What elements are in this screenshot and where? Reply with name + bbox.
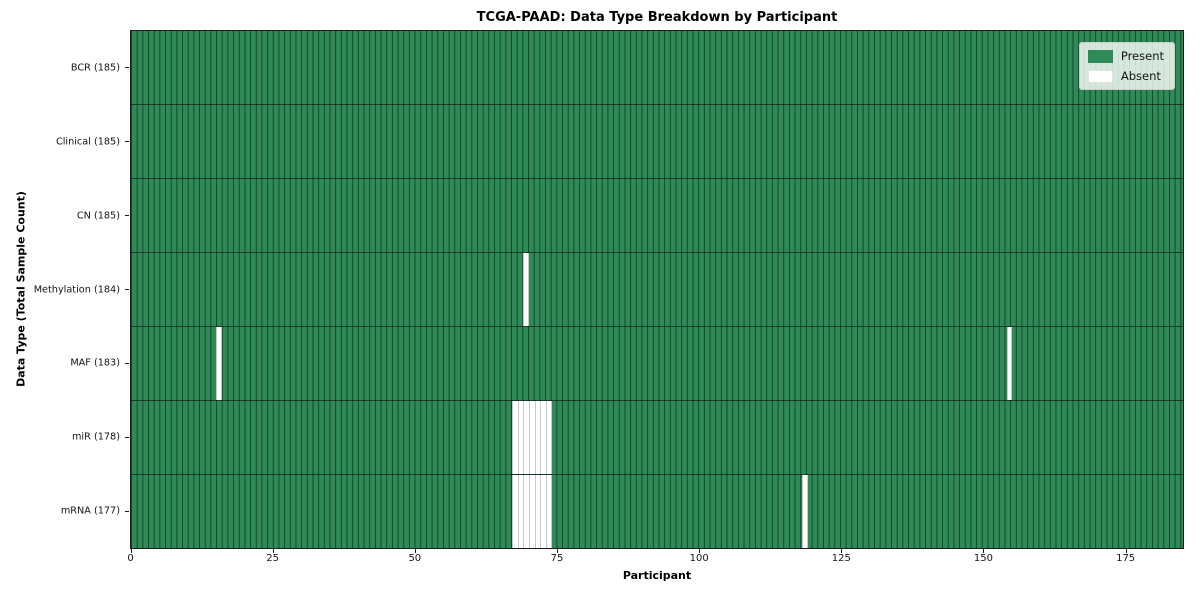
absent-cell-mrna-69 <box>523 475 530 548</box>
absent-cell-methylation-69 <box>523 253 530 326</box>
matrix-row-mrna <box>131 474 1183 548</box>
y-tick-label-cn: CN (185) <box>76 210 120 222</box>
x-tick-mark <box>841 549 843 553</box>
x-tick-label: 25 <box>266 553 280 564</box>
absent-cell-mrna-72 <box>540 475 547 548</box>
absent-cell-mir-71 <box>534 401 541 474</box>
matrix-row-maf <box>131 326 1183 400</box>
x-tick-label: 0 <box>127 553 134 564</box>
absent-cell-mrna-68 <box>517 475 524 548</box>
legend-label-present: Present <box>1120 49 1164 63</box>
x-tick-mark <box>1125 549 1127 553</box>
legend-item-absent: Absent <box>1087 69 1164 83</box>
x-tick-mark <box>414 549 416 553</box>
legend-item-present: Present <box>1087 49 1164 63</box>
x-tick-label: 150 <box>973 553 994 564</box>
y-tick-mark <box>125 510 129 512</box>
absent-cell-mrna-71 <box>534 475 541 548</box>
y-tick-label-mrna: mRNA (177) <box>60 505 120 517</box>
x-tick-mark <box>983 549 985 553</box>
y-tick-mark <box>125 215 129 217</box>
y-tick-label-clinical: Clinical (185) <box>55 136 120 148</box>
absent-cell-mir-70 <box>529 401 535 474</box>
legend-swatch-absent-icon <box>1087 69 1113 83</box>
y-tick-label-maf: MAF (183) <box>70 357 120 369</box>
x-tick-mark <box>130 549 132 553</box>
absent-cell-mrna-118 <box>802 475 808 548</box>
matrix-row-methylation <box>131 252 1183 326</box>
y-tick-mark <box>125 67 129 69</box>
y-tick-mark <box>125 436 129 438</box>
legend-swatch-present-icon <box>1087 49 1113 63</box>
absent-cell-mir-72 <box>540 401 547 474</box>
y-tick-label-methylation: Methylation (184) <box>33 284 120 295</box>
matrix-row-bcr <box>131 31 1183 104</box>
x-tick-label: 50 <box>408 553 422 564</box>
absent-cell-maf-15 <box>216 327 222 400</box>
plot-area: Present Absent <box>130 30 1184 549</box>
absent-cell-mrna-70 <box>529 475 535 548</box>
x-axis-label: Participant <box>622 569 692 582</box>
y-tick-mark <box>125 289 129 290</box>
y-tick-mark <box>125 141 129 143</box>
x-tick-mark <box>699 549 701 553</box>
x-tick-label: 100 <box>689 553 709 564</box>
absent-cell-maf-154 <box>1006 327 1013 400</box>
absent-cell-mrna-73 <box>546 475 552 548</box>
matrix-row-clinical <box>131 104 1183 178</box>
x-tick-label: 125 <box>831 553 851 564</box>
absent-cell-mir-73 <box>546 401 552 474</box>
matrix-row-mir <box>131 400 1183 474</box>
chart-title: TCGA-PAAD: Data Type Breakdown by Partic… <box>476 10 838 25</box>
absent-cell-mrna-67 <box>511 475 518 548</box>
absent-cell-mir-68 <box>517 401 524 474</box>
x-tick-label: 75 <box>550 553 564 564</box>
matrix-row-cn <box>131 178 1183 252</box>
x-tick-label: 175 <box>1116 553 1136 564</box>
legend-label-absent: Absent <box>1120 69 1161 83</box>
absent-cell-mir-69 <box>523 401 530 474</box>
y-tick-label-mir: miR (178) <box>72 431 120 443</box>
y-tick-label-bcr: BCR (185) <box>70 62 120 74</box>
absent-cell-mir-67 <box>511 401 518 474</box>
legend: Present Absent <box>1078 42 1175 90</box>
x-tick-mark <box>272 549 274 553</box>
y-tick-mark <box>125 362 129 364</box>
x-tick-mark <box>556 549 558 553</box>
